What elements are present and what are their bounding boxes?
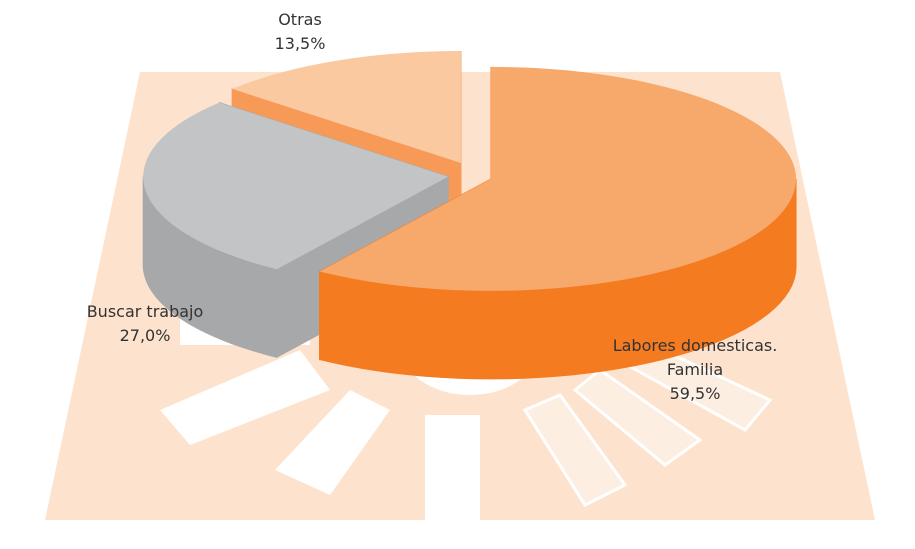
deco [160,350,330,445]
slice-label: Labores domesticas. Familia [612,336,778,379]
label: Otras 13,5% [210,8,390,56]
pie [142,50,797,380]
slice [319,66,797,291]
value-label: 13,5% [274,34,326,53]
label: Buscar trabajo 27,0% [55,300,235,348]
deco [522,393,628,507]
slice-label: Buscar trabajo [86,302,204,321]
value-label: 27,0% [119,326,171,345]
deco [425,415,480,520]
deco [275,390,390,495]
deco [572,368,703,467]
slice-label: Otras [278,10,322,29]
slice [232,50,461,163]
slice [143,102,449,270]
value-label: 59,5% [669,384,721,403]
label: Labores domesticas. Familia 59,5% [610,334,780,406]
